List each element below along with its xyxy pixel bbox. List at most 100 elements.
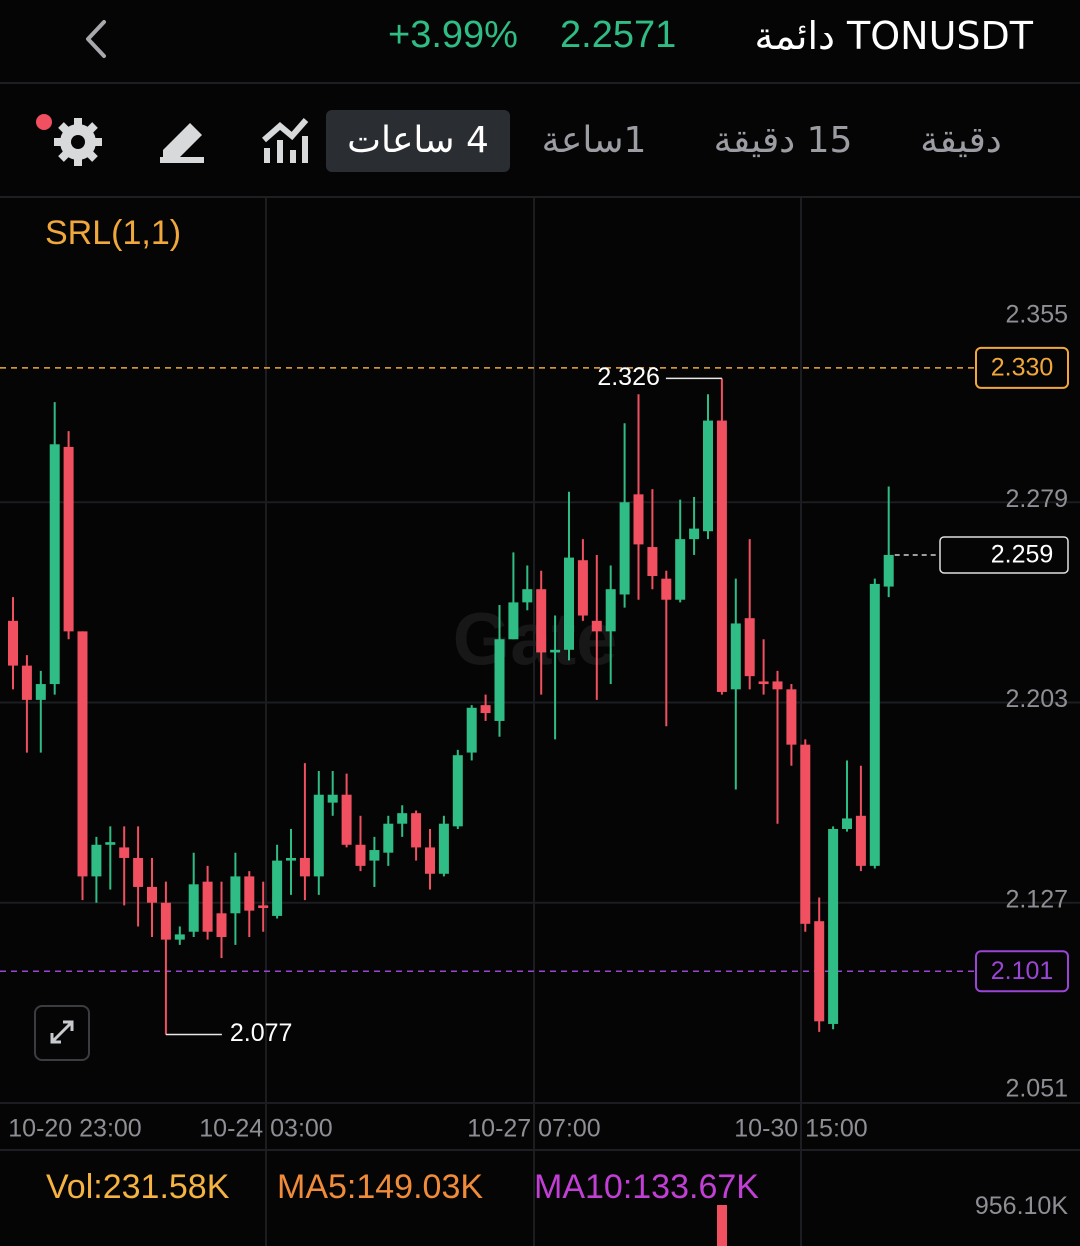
candle-body xyxy=(564,557,574,650)
x-tick-label: 10-30 15:00 xyxy=(734,1115,867,1143)
candle-body xyxy=(77,631,88,877)
candle-body xyxy=(216,913,227,938)
y-tick-label: 2.127 xyxy=(1005,885,1068,913)
ma10-label: MA10:133.67K xyxy=(534,1168,759,1206)
candle-body xyxy=(772,681,783,690)
price-tag-label: 2.330 xyxy=(991,353,1054,381)
timeframe-tab[interactable]: دقيقة xyxy=(920,120,1002,161)
candle-body xyxy=(814,921,825,1022)
candle-body xyxy=(244,876,255,911)
candle-body xyxy=(105,842,116,845)
price-tag-label: 2.101 xyxy=(991,957,1054,985)
low-label: 2.077 xyxy=(230,1019,293,1047)
candle-body xyxy=(828,828,839,1024)
candle-body xyxy=(438,823,449,874)
timeframe-tab[interactable]: 4 ساعات xyxy=(326,110,510,172)
volume-max: 956.10K xyxy=(974,1192,1068,1220)
candle-body xyxy=(299,857,310,877)
candle-body xyxy=(550,649,561,653)
price-change: +3.99% xyxy=(388,14,518,56)
candle-body xyxy=(494,639,505,721)
candle-body xyxy=(716,420,727,692)
candle-body xyxy=(174,934,185,940)
candle-body xyxy=(160,902,171,940)
candle-body xyxy=(689,528,700,540)
candle-body xyxy=(842,818,852,829)
indicator-icon[interactable] xyxy=(262,118,309,163)
y-tick-label: 2.355 xyxy=(1005,301,1068,329)
candle-body xyxy=(313,794,324,877)
candle-body xyxy=(536,589,547,653)
candle-body xyxy=(730,623,741,690)
candle-body xyxy=(383,823,394,853)
candle-body xyxy=(286,857,296,861)
candle-body xyxy=(369,850,380,861)
x-tick-label: 10-24 03:00 xyxy=(199,1115,332,1143)
draw-icon[interactable] xyxy=(160,123,204,163)
candle-body xyxy=(411,813,422,848)
last-price-tag xyxy=(939,536,1069,574)
fullscreen-button[interactable] xyxy=(34,1005,90,1061)
candle-body xyxy=(63,446,74,632)
candle-body xyxy=(397,813,408,824)
candle-body xyxy=(661,578,672,600)
candle-body xyxy=(508,602,519,640)
fullscreen-icon xyxy=(50,1020,74,1044)
candle-body xyxy=(425,847,435,874)
candle-body xyxy=(272,860,283,916)
candle-body xyxy=(522,589,533,603)
candle-body xyxy=(258,905,269,909)
candle-body xyxy=(91,844,102,877)
candle-body xyxy=(21,665,32,700)
timeframe-tab[interactable]: 15 دقيقة xyxy=(713,120,853,161)
candle-body xyxy=(577,560,588,616)
candle-body xyxy=(35,684,46,700)
candle-body xyxy=(800,744,811,924)
candle-body xyxy=(8,620,18,666)
candle-body xyxy=(786,689,797,745)
candle-body xyxy=(327,794,338,803)
candle-body xyxy=(605,589,616,632)
candle-body xyxy=(869,583,880,866)
candle-body xyxy=(855,815,866,866)
candle-body xyxy=(452,755,463,827)
candle-body xyxy=(133,857,144,887)
candle-body xyxy=(355,844,366,866)
indicator-label: SRL(1,1) xyxy=(45,214,182,252)
y-tick-label: 2.203 xyxy=(1005,685,1068,713)
candle-body xyxy=(202,881,213,932)
volume-label: Vol:231.58K xyxy=(46,1168,230,1206)
candle-body xyxy=(230,876,241,914)
candle-body xyxy=(647,547,658,577)
candle-body xyxy=(591,620,602,632)
candle-body xyxy=(675,539,686,600)
candle-body xyxy=(758,681,769,685)
symbol: TONUSDT دائمة xyxy=(754,14,1033,58)
x-tick-label: 10-27 07:00 xyxy=(467,1115,600,1143)
price-tag xyxy=(975,950,1069,993)
last-price: 2.2571 xyxy=(560,14,677,56)
y-tick-label: 2.279 xyxy=(1005,485,1068,513)
candle-body xyxy=(480,705,491,714)
candle-body xyxy=(619,502,630,595)
volume-bar xyxy=(717,1205,727,1246)
settings-icon[interactable] xyxy=(36,114,102,166)
y-tick-label: 2.051 xyxy=(1005,1075,1068,1103)
candle-body xyxy=(883,554,894,587)
price-tag xyxy=(975,346,1069,389)
candle-body xyxy=(744,618,755,677)
x-tick-label: 10-20 23:00 xyxy=(8,1115,141,1143)
candle-body xyxy=(119,847,130,858)
ma5-label: MA5:149.03K xyxy=(277,1168,484,1206)
candle-body xyxy=(633,494,644,545)
candle-body xyxy=(703,420,713,532)
candle-body xyxy=(341,794,352,845)
back-button[interactable] xyxy=(86,20,106,58)
candle-body xyxy=(49,444,60,685)
timeframe-tab[interactable]: 1ساعة xyxy=(541,120,647,161)
candle-body xyxy=(188,884,199,932)
candle-body xyxy=(466,707,477,753)
